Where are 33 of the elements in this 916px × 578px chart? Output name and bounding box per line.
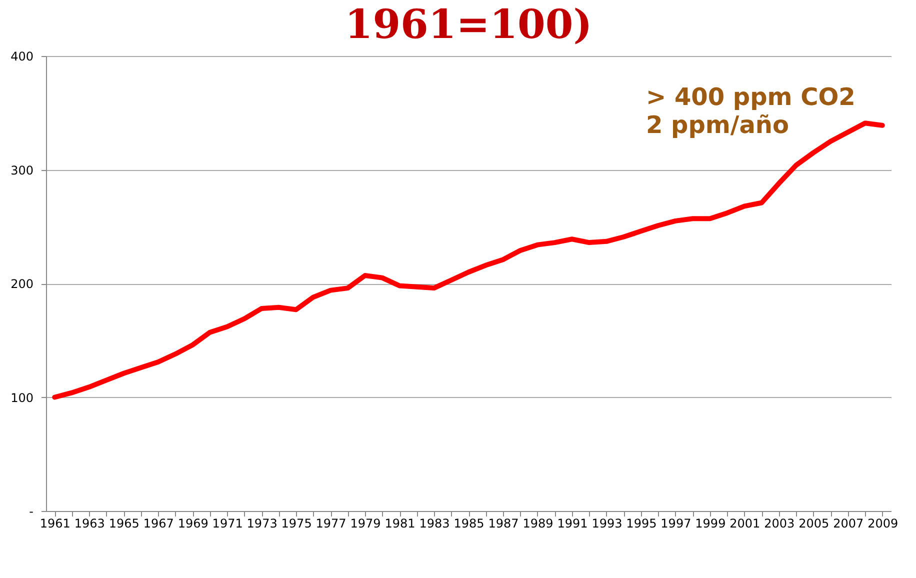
x-tick-label: 1963	[74, 516, 105, 530]
y-tick-label: 200	[10, 277, 34, 291]
x-tick-label: 1973	[246, 516, 278, 530]
x-tick-label: 1969	[178, 516, 208, 530]
x-tick-label: 1975	[281, 516, 312, 530]
x-tick-label: 1979	[350, 516, 381, 530]
x-tick-label: 1987	[488, 516, 519, 530]
x-tick-label: 2009	[868, 516, 898, 530]
annotation: 2 ppm/año	[646, 111, 789, 139]
chart-title: 1961=100)	[344, 1, 592, 48]
x-tick-label: 1991	[557, 516, 588, 530]
y-tick-label: -	[29, 504, 34, 518]
x-tick-label: 1997	[660, 516, 692, 530]
x-tick-label: 2007	[833, 516, 864, 530]
x-tick-label: 1995	[626, 516, 657, 530]
y-tick-label: 300	[10, 163, 34, 178]
x-tick-label: 1999	[695, 516, 726, 530]
x-tick-label: 2001	[730, 516, 760, 530]
x-tick-label: 1981	[384, 516, 416, 530]
y-tick-label: 100	[10, 390, 34, 405]
x-tick-label: 1961	[40, 516, 70, 530]
y-tick-label: 400	[10, 50, 34, 64]
x-tick-label: 1971	[212, 516, 243, 530]
annotation: > 400 ppm CO2	[646, 83, 856, 111]
x-tick-label: 2003	[764, 516, 795, 530]
x-tick-label: 2005	[798, 516, 830, 530]
x-tick-label: 1993	[592, 516, 622, 530]
x-tick-label: 1977	[316, 516, 346, 530]
x-tick-label: 1985	[454, 516, 484, 530]
x-tick-label: 1965	[108, 516, 140, 530]
x-tick-label: 1989	[522, 516, 554, 530]
x-tick-label: 1967	[143, 516, 174, 530]
x-tick-label: 1983	[419, 516, 450, 530]
